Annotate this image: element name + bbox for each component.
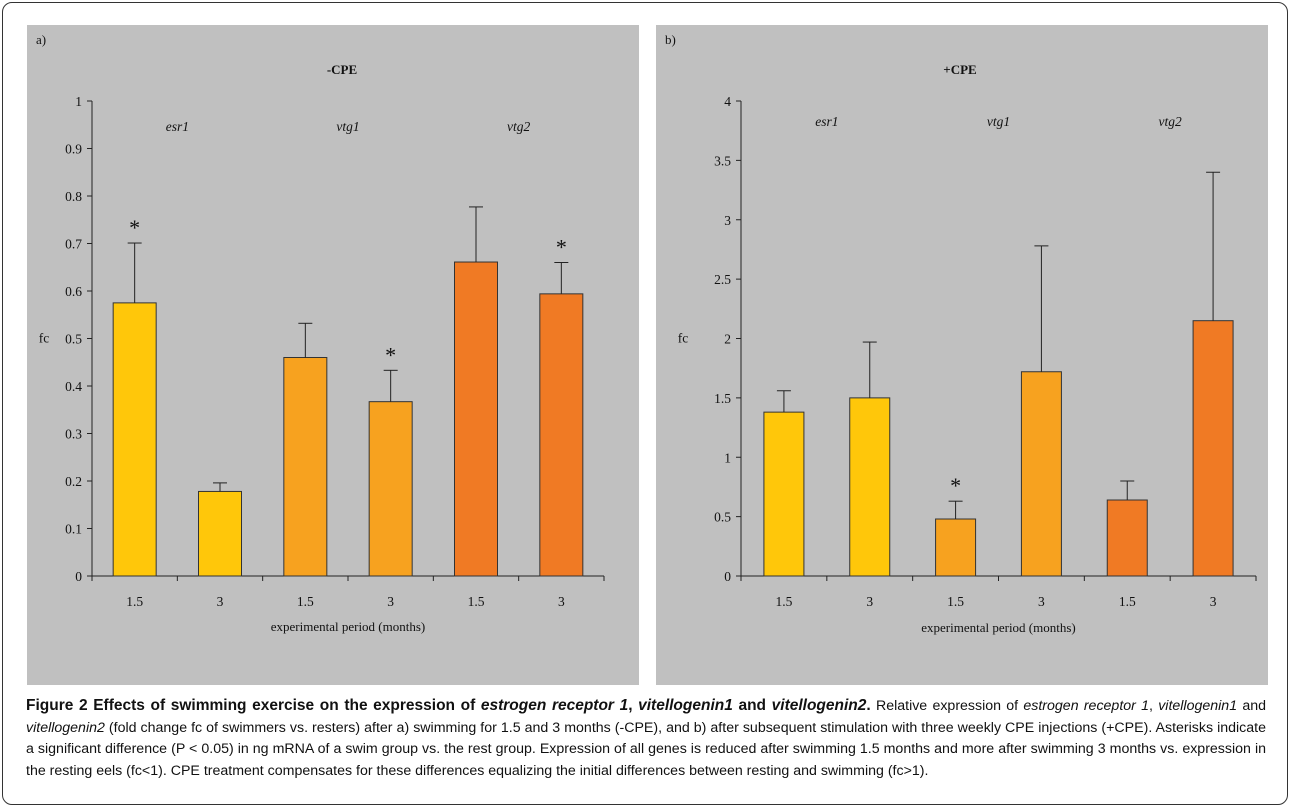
y-tick-label: 3.5 xyxy=(714,153,731,168)
x-axis-label: experimental period (months) xyxy=(921,620,1076,635)
y-tick-label: 0.9 xyxy=(65,142,82,157)
bar xyxy=(1192,320,1234,577)
caption-body-text-2: , xyxy=(1149,698,1159,714)
group-label: vtg2 xyxy=(507,119,530,134)
bar xyxy=(112,302,157,577)
x-tick-label: 3 xyxy=(387,594,394,609)
significance-marker: * xyxy=(385,342,396,367)
chart-title: -CPE xyxy=(327,62,357,77)
caption-body-text-3: and xyxy=(1237,698,1267,714)
panel-label: a) xyxy=(36,32,46,47)
y-axis-label: fc xyxy=(39,331,50,346)
x-tick-label: 1.5 xyxy=(468,594,485,609)
caption-title-text-1: Figure 2 Effects of swimming exercise on… xyxy=(26,697,481,714)
bar xyxy=(368,401,413,577)
bar xyxy=(1106,499,1148,577)
caption-title-text-4: . xyxy=(866,697,871,714)
caption-body-text-4: (fold change fc of swimmers vs. resters)… xyxy=(26,719,1266,779)
figure-caption: Figure 2 Effects of swimming exercise on… xyxy=(26,695,1266,782)
group-label: vtg2 xyxy=(1159,114,1182,129)
chart-panel-a: a) -CPE 0 0.1 0.2 0.3 0.4 0.5 0.6 0.7 0.8 0.9 1 fc exp… xyxy=(27,25,639,685)
y-tick-label: 0.5 xyxy=(714,510,731,525)
group-label: esr1 xyxy=(166,119,189,134)
y-tick-label: 0.5 xyxy=(65,332,82,347)
panel-label: b) xyxy=(665,32,676,47)
x-tick-label: 3 xyxy=(217,594,224,609)
bar xyxy=(849,397,891,577)
chart-title: +CPE xyxy=(943,62,976,77)
bar xyxy=(935,518,977,577)
group-label: vtg1 xyxy=(336,119,359,134)
chart-b-svg: b) +CPE 0 0.5 1 1.5 2 2.5 3 3.5 4 fc experimental pe… xyxy=(665,32,1257,635)
bar xyxy=(198,490,242,577)
significance-marker: * xyxy=(556,235,567,260)
y-tick-label: 2.5 xyxy=(714,272,731,287)
caption-title: Figure 2 Effects of swimming exercise on… xyxy=(26,697,871,714)
caption-body-text-1: Relative expression of xyxy=(870,698,1024,714)
y-tick-label: 1 xyxy=(724,450,731,465)
significance-marker: * xyxy=(129,215,140,240)
y-tick-label: 0 xyxy=(724,569,731,584)
x-tick-label: 1.5 xyxy=(947,594,964,609)
caption-title-gene-3: vitellogenin2 xyxy=(771,697,867,714)
y-tick-label: 4 xyxy=(724,94,731,109)
x-tick-label: 3 xyxy=(1210,594,1217,609)
significance-marker: * xyxy=(950,473,961,498)
y-tick-label: 3 xyxy=(724,213,731,228)
y-tick-label: 1 xyxy=(75,94,82,109)
y-tick-label: 0.8 xyxy=(65,189,82,204)
x-tick-label: 1.5 xyxy=(126,594,143,609)
y-tick-label: 1.5 xyxy=(714,391,731,406)
x-tick-label: 1.5 xyxy=(1119,594,1136,609)
caption-title-gene-2: vitellogenin1 xyxy=(638,697,733,714)
caption-body-gene-1: estrogen receptor 1 xyxy=(1023,698,1150,714)
x-tick-label: 3 xyxy=(866,594,873,609)
group-label: vtg1 xyxy=(987,114,1010,129)
x-tick-label: 3 xyxy=(558,594,565,609)
bar xyxy=(539,293,584,577)
y-tick-label: 0.6 xyxy=(65,284,82,299)
bar xyxy=(454,261,498,577)
x-tick-label: 1.5 xyxy=(297,594,314,609)
x-axis-label: experimental period (months) xyxy=(271,619,426,634)
caption-body-gene-2: vitellogenin1 xyxy=(1158,698,1238,714)
caption-body-gene-3: vitellogenin2 xyxy=(26,719,105,736)
group-label: esr1 xyxy=(815,114,838,129)
bar xyxy=(1020,371,1062,577)
y-tick-label: 0.1 xyxy=(65,522,82,537)
y-tick-label: 0.2 xyxy=(65,474,82,489)
y-tick-label: 2 xyxy=(724,332,731,347)
x-tick-label: 1.5 xyxy=(775,594,792,609)
chart-a-svg: a) -CPE 0 0.1 0.2 0.3 0.4 0.5 0.6 0.7 0.8 0.9 1 fc exp… xyxy=(36,32,605,634)
caption-title-text-3: and xyxy=(732,697,772,714)
y-tick-label: 0.7 xyxy=(65,237,82,252)
caption-title-text-2: , xyxy=(628,697,639,714)
y-tick-label: 0.3 xyxy=(65,427,82,442)
chart-panel-b: b) +CPE 0 0.5 1 1.5 2 2.5 3 3.5 4 fc experimental pe… xyxy=(656,25,1268,685)
y-tick-label: 0 xyxy=(75,569,82,584)
y-tick-label: 0.4 xyxy=(65,379,82,394)
caption-title-gene-1: estrogen receptor 1 xyxy=(480,697,629,714)
y-axis-label: fc xyxy=(678,331,689,346)
bar xyxy=(283,357,328,577)
bar xyxy=(763,411,805,577)
x-tick-label: 3 xyxy=(1038,594,1045,609)
